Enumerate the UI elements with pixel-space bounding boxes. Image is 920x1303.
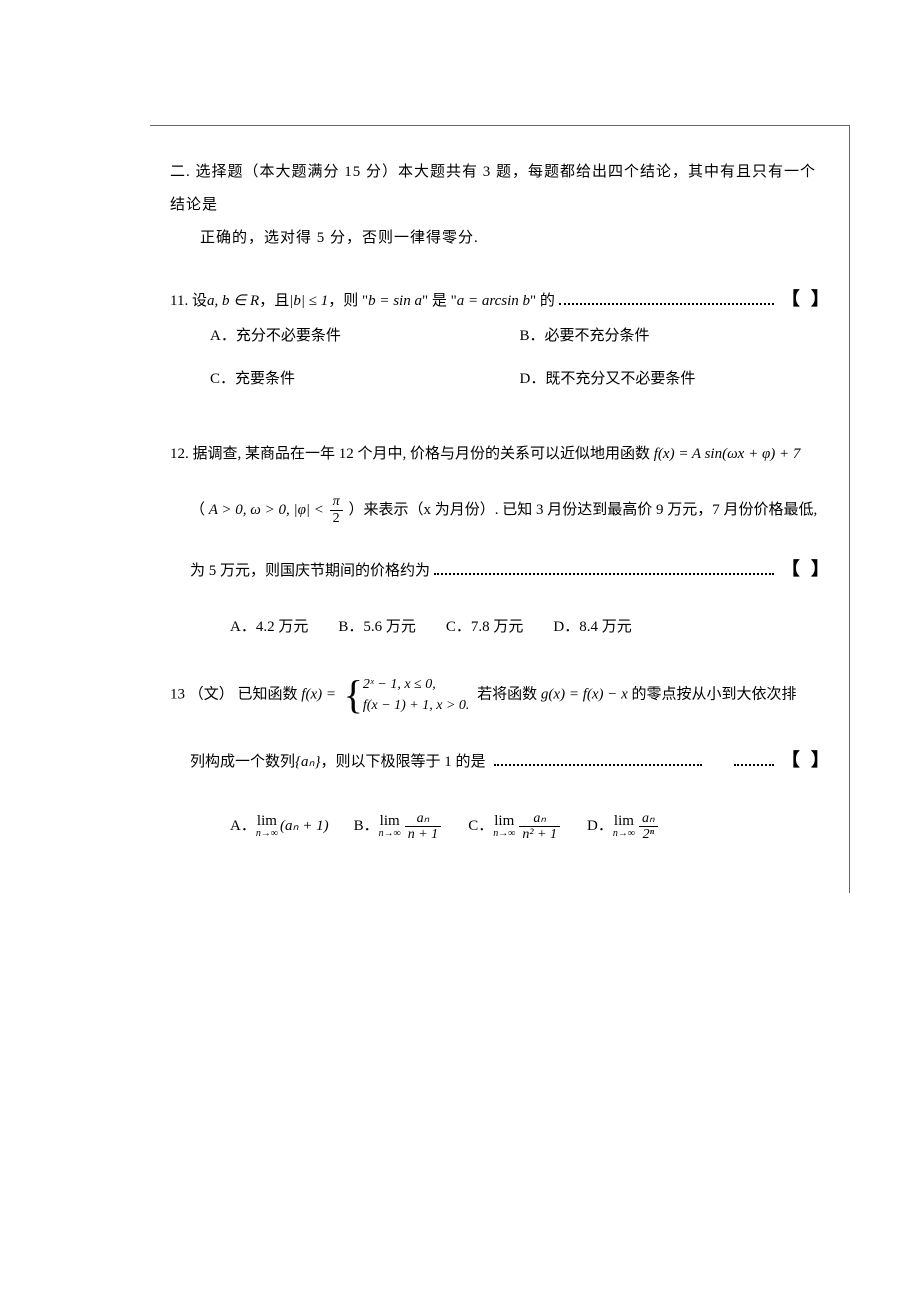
q13-option-b: B． lim n→∞ aₙ n + 1 — [354, 810, 444, 843]
q13-option-d: D． lim n→∞ aₙ 2ⁿ — [587, 810, 660, 843]
q13-text2a: 列构成一个数列 — [190, 746, 295, 779]
q13-line1: 13 （文） 已知函数 f(x) = { 2ˣ − 1, x ≤ 0, f(x … — [170, 674, 829, 716]
q13-line2: 列构成一个数列 {aₙ} ，则以下极限等于 1 的是 【 】 — [190, 741, 829, 781]
q12-text2: ）来表示（x 为月份）. 已知 3 月份达到最高价 9 万元，7 月份价格最低, — [348, 502, 817, 518]
q11-cond2: |b| ≤ 1 — [289, 285, 328, 318]
dotted-leader — [494, 764, 702, 766]
opt-d-num: aₙ — [639, 811, 658, 827]
section-title-line1: 选择题（本大题满分 15 分）本大题共有 3 题，每题都给出四个结论，其中有且只… — [170, 164, 816, 213]
opt-c-label: C． — [468, 810, 493, 843]
lim-text: lim — [494, 814, 514, 829]
q13-case2: f(x − 1) + 1, x > 0. — [363, 695, 469, 716]
q13-piecewise: { 2ˣ − 1, x ≤ 0, f(x − 1) + 1, x > 0. — [344, 674, 470, 716]
q12-cond: A > 0, ω > 0, |φ| < — [209, 502, 328, 518]
opt-c-num: aₙ — [519, 811, 560, 827]
limit-d: lim n→∞ — [613, 814, 635, 839]
opt-b-den: n + 1 — [405, 827, 441, 842]
lim-text: lim — [614, 814, 634, 829]
lim-sub: n→∞ — [493, 829, 515, 839]
q12-frac-num: π — [330, 494, 343, 510]
q13-variant: （文） — [189, 686, 234, 702]
q12-text3: 为 5 万元，则国庆节期间的价格约为 — [190, 553, 430, 589]
q11-eq1: b = sin a — [368, 285, 422, 318]
opt-b-label: B． — [354, 810, 379, 843]
q13-options: A． lim n→∞ (aₙ + 1) B． lim n→∞ aₙ n — [190, 810, 829, 843]
q13-text2b: ，则以下极限等于 1 的是 — [321, 746, 486, 779]
q12-number: 12. — [170, 446, 189, 462]
answer-bracket-right: 】 — [811, 548, 829, 591]
q12-paren-l: （ — [190, 502, 205, 518]
lim-text: lim — [380, 814, 400, 829]
q11-option-b: B．必要不充分条件 — [520, 320, 830, 353]
lim-text: lim — [257, 814, 277, 829]
q12-line3: 为 5 万元，则国庆节期间的价格约为 【 】 — [190, 548, 829, 591]
q11-option-d: D．既不充分又不必要条件 — [520, 363, 830, 396]
q12-option-c: C．7.8 万元 — [446, 611, 524, 644]
exam-page: 二. 选择题（本大题满分 15 分）本大题共有 3 题，每题都给出四个结论，其中… — [150, 125, 850, 893]
q11-sep: ，且 — [259, 285, 289, 318]
section-number: 二. — [170, 164, 191, 180]
q11-option-c: C．充要条件 — [210, 363, 520, 396]
q11-eq2: a = arcsin b — [457, 285, 530, 318]
opt-c-den: n² + 1 — [519, 827, 560, 842]
q12-options: A．4.2 万元 B．5.6 万元 C．7.8 万元 D．8.4 万元 — [190, 611, 829, 644]
q11-cond1: a, b ∈ R — [207, 285, 259, 318]
q12-func: f(x) = A sin(ωx + φ) + 7 — [654, 446, 801, 462]
q13-stem-c: 的零点按从小到大依次排 — [632, 686, 797, 702]
q11-stem: 11. 设 a, b ∈ R ，且 |b| ≤ 1 ，则 " b = sin a… — [170, 280, 829, 320]
opt-a-expr: (aₙ + 1) — [280, 810, 329, 843]
section-title-line2: 正确的，选对得 5 分，否则一律得零分. — [170, 222, 829, 255]
q11-options: A．充分不必要条件 B．必要不充分条件 C．充要条件 D．既不充分又不必要条件 — [170, 320, 829, 406]
answer-bracket-left: 【 — [782, 280, 800, 320]
q11-then: ，则 " — [328, 285, 368, 318]
q12-frac: π 2 — [330, 494, 343, 526]
q13-case1: 2ˣ − 1, x ≤ 0, — [363, 674, 469, 695]
q11-suffix: " 的 — [530, 285, 555, 318]
q13-func-name: f(x) = — [301, 686, 339, 702]
q12-option-b: B．5.6 万元 — [338, 611, 416, 644]
lim-sub: n→∞ — [379, 829, 401, 839]
question-13: 13 （文） 已知函数 f(x) = { 2ˣ − 1, x ≤ 0, f(x … — [170, 674, 829, 844]
brace-icon: { — [344, 675, 363, 715]
q11-number: 11. — [170, 285, 188, 318]
q12-line1: 12. 据调查, 某商品在一年 12 个月中, 价格与月份的关系可以近似地用函数… — [170, 436, 829, 472]
answer-bracket-right: 】 — [811, 741, 829, 781]
answer-bracket-left: 【 — [782, 548, 800, 591]
lim-sub: n→∞ — [613, 829, 635, 839]
question-11: 11. 设 a, b ∈ R ，且 |b| ≤ 1 ，则 " b = sin a… — [170, 280, 829, 406]
dotted-leader — [559, 303, 774, 305]
q13-option-c: C． lim n→∞ aₙ n² + 1 — [468, 810, 562, 843]
opt-d-frac: aₙ 2ⁿ — [639, 811, 658, 843]
opt-b-num: aₙ — [405, 811, 441, 827]
limit-b: lim n→∞ — [379, 814, 401, 839]
q13-option-a: A． lim n→∞ (aₙ + 1) — [230, 810, 329, 843]
q13-seq: {aₙ} — [295, 746, 320, 779]
q13-stem-b: 若将函数 — [477, 686, 541, 702]
q13-gfunc: g(x) = f(x) − x — [541, 686, 628, 702]
q11-mid: " 是 " — [422, 285, 457, 318]
section-header: 二. 选择题（本大题满分 15 分）本大题共有 3 题，每题都给出四个结论，其中… — [170, 156, 829, 255]
opt-c-frac: aₙ n² + 1 — [519, 811, 560, 843]
q12-text1: 据调查, 某商品在一年 12 个月中, 价格与月份的关系可以近似地用函数 — [193, 446, 654, 462]
limit-c: lim n→∞ — [493, 814, 515, 839]
limit-a: lim n→∞ — [256, 814, 278, 839]
answer-bracket-right: 】 — [811, 280, 829, 320]
q13-number: 13 — [170, 686, 185, 702]
q11-pre: 设 — [192, 285, 207, 318]
answer-bracket-left: 【 — [782, 741, 800, 781]
dotted-leader — [434, 573, 774, 575]
lim-sub: n→∞ — [256, 829, 278, 839]
q11-option-a: A．充分不必要条件 — [210, 320, 520, 353]
opt-d-den: 2ⁿ — [639, 827, 658, 842]
q12-frac-den: 2 — [330, 511, 343, 526]
q13-stem-a: 已知函数 — [238, 686, 302, 702]
q12-option-d: D．8.4 万元 — [553, 611, 631, 644]
opt-b-frac: aₙ n + 1 — [405, 811, 441, 843]
q12-option-a: A．4.2 万元 — [230, 611, 308, 644]
q12-line2: （ A > 0, ω > 0, |φ| < π 2 ）来表示（x 为月份）. 已… — [190, 492, 829, 528]
opt-a-label: A． — [230, 810, 256, 843]
dotted-leader — [734, 764, 774, 766]
opt-d-label: D． — [587, 810, 613, 843]
question-12: 12. 据调查, 某商品在一年 12 个月中, 价格与月份的关系可以近似地用函数… — [170, 436, 829, 644]
